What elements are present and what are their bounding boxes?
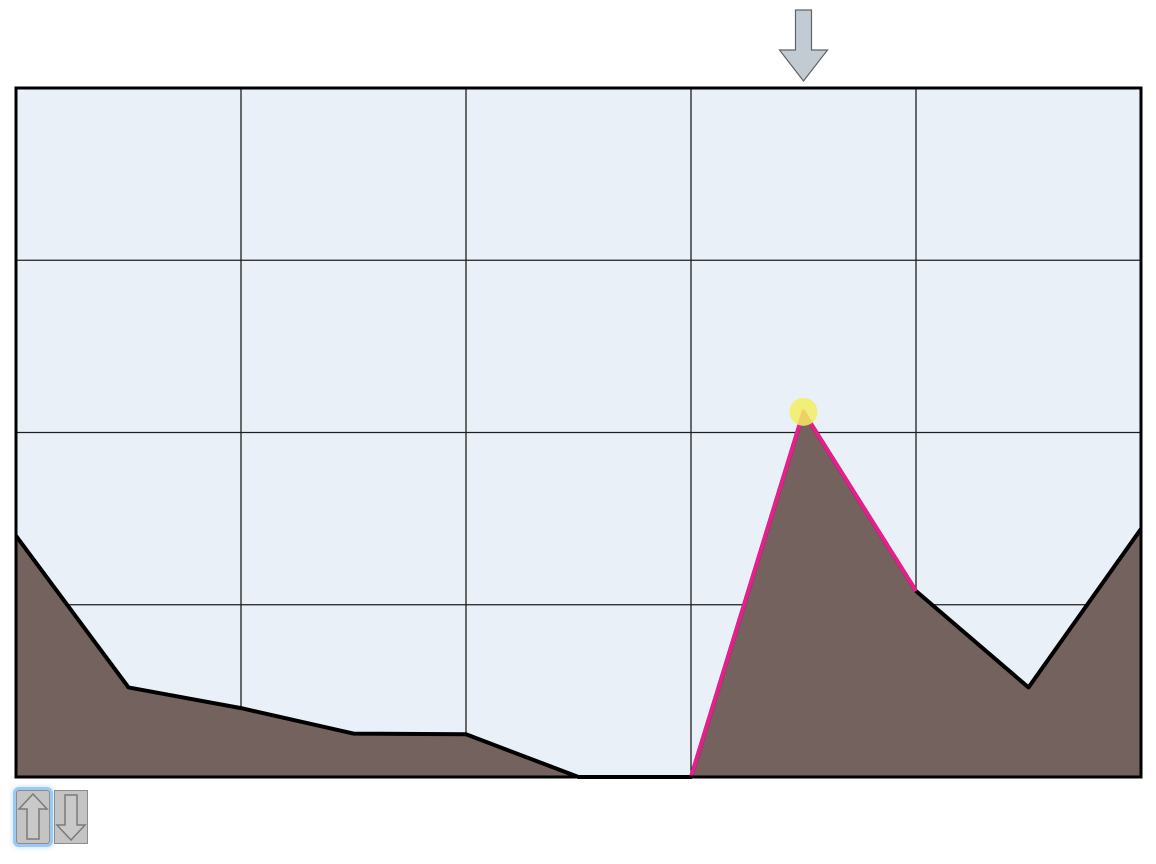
raise-terrain-button[interactable] [16,790,50,844]
column-pointer-arrow-icon[interactable] [778,9,829,82]
grid-lines [16,88,1141,777]
peak-marker [789,397,818,426]
plot-frame [14,86,1143,779]
lower-terrain-button[interactable] [54,790,88,844]
arrow-up-icon [17,792,49,840]
raise-lower-controls [12,786,94,848]
arrow-down-icon [55,794,87,842]
